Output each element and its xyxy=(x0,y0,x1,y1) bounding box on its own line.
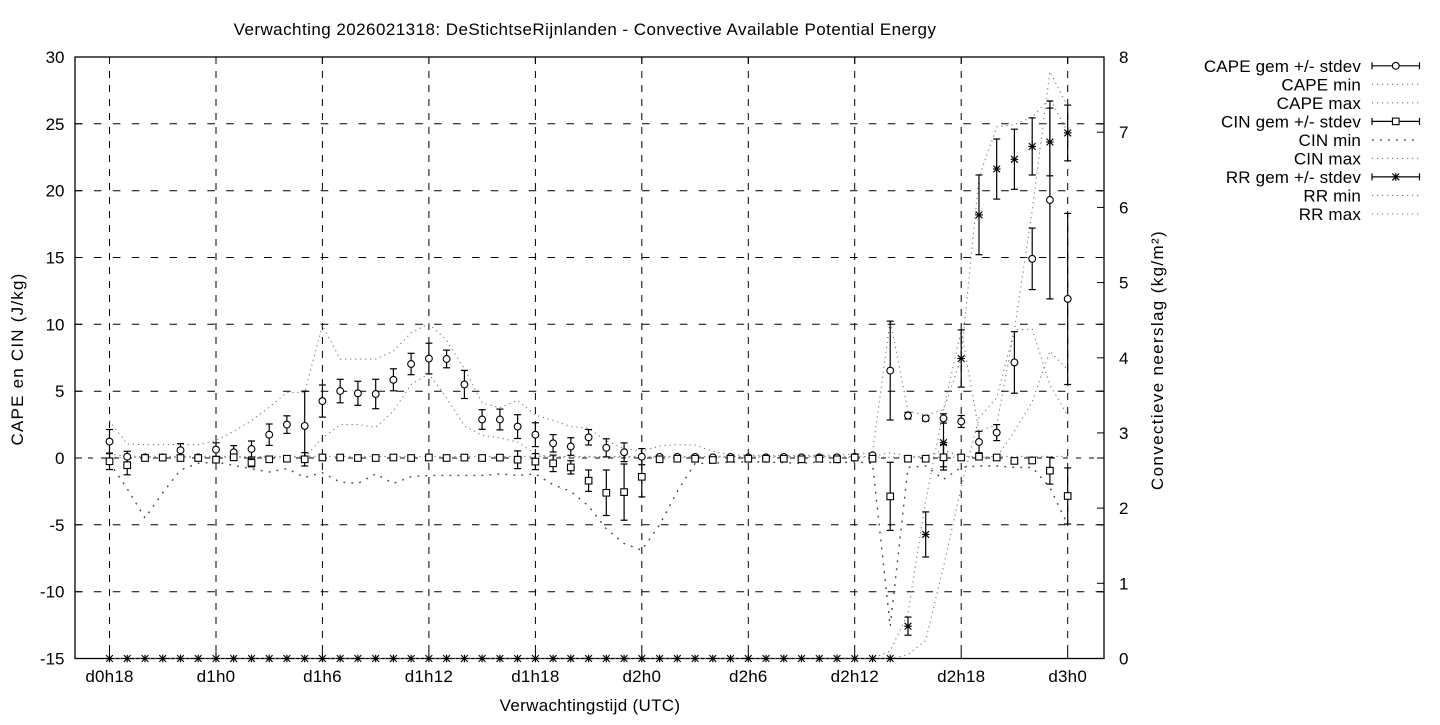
svg-text:5: 5 xyxy=(55,382,64,401)
svg-text:5: 5 xyxy=(1119,274,1128,293)
svg-text:d0h18: d0h18 xyxy=(85,667,133,686)
svg-text:0: 0 xyxy=(1119,650,1128,669)
svg-text:15: 15 xyxy=(46,249,65,268)
svg-text:d2h0: d2h0 xyxy=(623,667,662,686)
svg-text:d2h6: d2h6 xyxy=(729,667,768,686)
svg-text:20: 20 xyxy=(46,182,65,201)
svg-text:d1h12: d1h12 xyxy=(405,667,453,686)
svg-text:0: 0 xyxy=(55,449,64,468)
svg-text:7: 7 xyxy=(1119,123,1128,142)
svg-text:Verwachtingstijd (UTC): Verwachtingstijd (UTC) xyxy=(500,696,681,715)
svg-text:CAPE max: CAPE max xyxy=(1277,94,1362,113)
svg-text:RR max: RR max xyxy=(1299,205,1362,224)
svg-text:-10: -10 xyxy=(40,583,65,602)
svg-text:-5: -5 xyxy=(49,516,64,535)
svg-text:d2h12: d2h12 xyxy=(831,667,879,686)
svg-text:2: 2 xyxy=(1119,499,1128,518)
svg-text:CAPE en CIN (J/kg): CAPE en CIN (J/kg) xyxy=(8,272,27,445)
svg-text:6: 6 xyxy=(1119,198,1128,217)
svg-text:CIN gem +/- stdev: CIN gem +/- stdev xyxy=(1221,112,1361,131)
svg-text:4: 4 xyxy=(1119,349,1128,368)
svg-text:CAPE gem +/- stdev: CAPE gem +/- stdev xyxy=(1204,57,1362,76)
svg-text:1: 1 xyxy=(1119,574,1128,593)
svg-text:RR gem +/- stdev: RR gem +/- stdev xyxy=(1226,168,1361,187)
svg-text:CIN max: CIN max xyxy=(1294,149,1362,168)
svg-text:d1h18: d1h18 xyxy=(511,667,559,686)
svg-text:CIN min: CIN min xyxy=(1299,131,1361,150)
svg-text:8: 8 xyxy=(1119,48,1128,67)
svg-text:10: 10 xyxy=(46,315,65,334)
svg-text:d3h0: d3h0 xyxy=(1048,667,1087,686)
svg-text:Convectieve neerslag (kg/m²): Convectieve neerslag (kg/m²) xyxy=(1148,230,1167,490)
svg-text:d2h18: d2h18 xyxy=(937,667,985,686)
svg-text:RR min: RR min xyxy=(1303,186,1361,205)
svg-text:d1h6: d1h6 xyxy=(303,667,342,686)
svg-text:25: 25 xyxy=(46,115,65,134)
svg-text:Verwachting 2026021318: DeStic: Verwachting 2026021318: DeStichtseRijnla… xyxy=(234,20,937,39)
svg-text:d1h0: d1h0 xyxy=(197,667,236,686)
svg-text:CAPE min: CAPE min xyxy=(1281,75,1361,94)
svg-text:3: 3 xyxy=(1119,424,1128,443)
svg-text:30: 30 xyxy=(46,48,65,67)
svg-text:-15: -15 xyxy=(40,650,65,669)
